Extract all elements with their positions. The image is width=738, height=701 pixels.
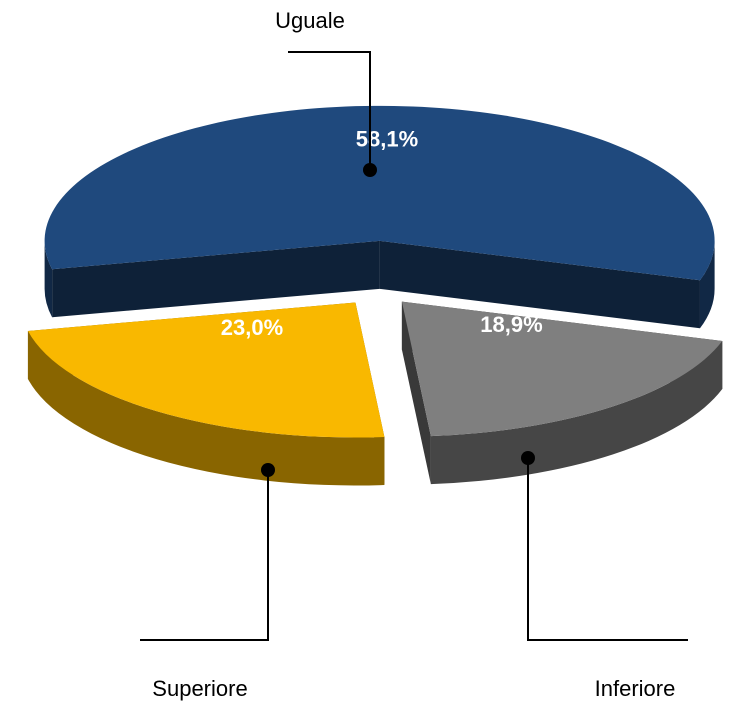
category-label: Uguale [275, 8, 345, 33]
slice-side [430, 341, 723, 485]
leader-dot [261, 463, 275, 477]
slice-side [44, 240, 53, 318]
slice-cut [379, 240, 700, 329]
leader-line [288, 51, 371, 170]
category-label: Superiore [152, 676, 247, 701]
data-label: 23,0% [221, 315, 283, 340]
leader-dot [363, 163, 377, 177]
slice [44, 105, 715, 281]
slice [27, 302, 385, 438]
slice-side [27, 330, 385, 486]
slice [401, 301, 723, 437]
data-label: 18,9% [480, 312, 542, 337]
slice-cut [52, 240, 380, 318]
data-label: 58,1% [356, 127, 418, 152]
slice-side [699, 240, 715, 329]
leader-line [140, 470, 269, 641]
leader-dot [521, 451, 535, 465]
leader-line [527, 458, 688, 641]
category-label: Inferiore [595, 676, 676, 701]
slice-cut [401, 301, 431, 485]
